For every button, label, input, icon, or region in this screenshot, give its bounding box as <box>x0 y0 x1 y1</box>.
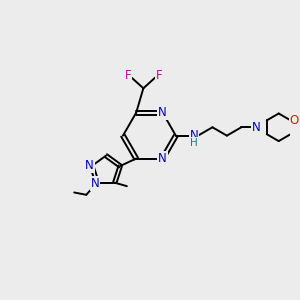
Text: N: N <box>190 128 198 142</box>
Text: N: N <box>158 106 167 119</box>
Text: F: F <box>156 69 162 82</box>
Text: H: H <box>190 138 198 148</box>
Text: N: N <box>91 177 99 190</box>
Text: O: O <box>290 114 299 127</box>
Text: F: F <box>124 69 131 82</box>
Text: N: N <box>252 121 261 134</box>
Text: N: N <box>158 152 167 165</box>
Text: N: N <box>85 160 94 172</box>
